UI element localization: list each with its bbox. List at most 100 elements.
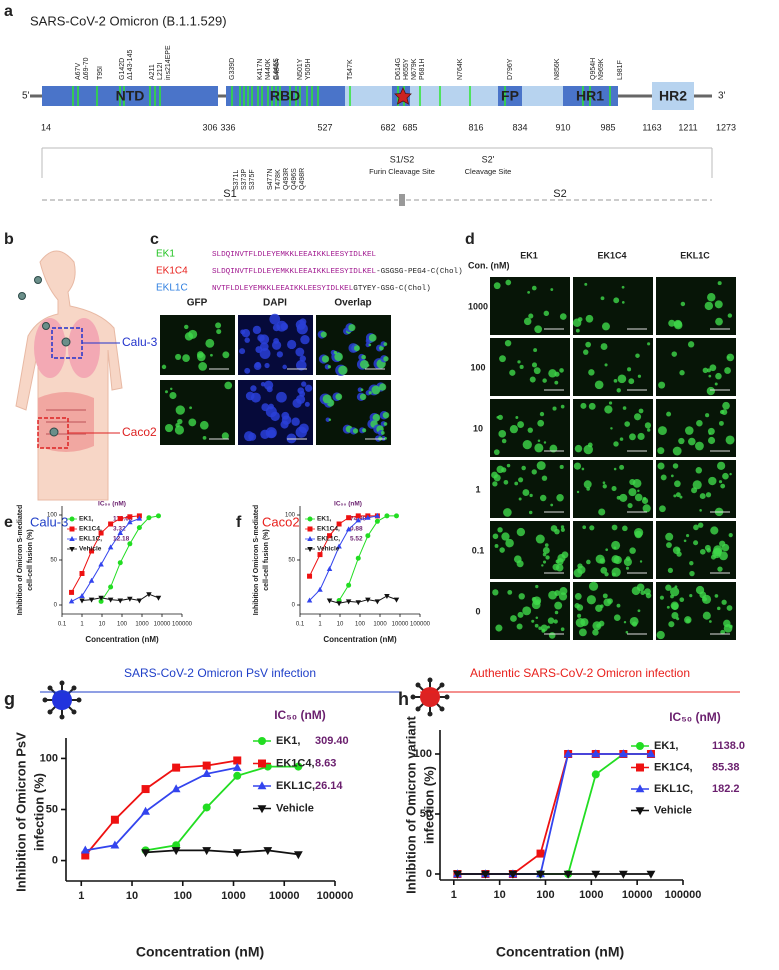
mutation-label: Δ143-145 — [127, 50, 134, 80]
nucleus — [265, 406, 277, 418]
cell — [674, 480, 681, 488]
cell — [687, 341, 695, 348]
y-axis-label: cell-cell fusion (%) — [27, 529, 34, 590]
cell — [188, 418, 197, 427]
cell — [335, 393, 343, 401]
data-point — [127, 596, 133, 602]
cell — [382, 411, 390, 419]
legend-label: EK1C4, — [654, 761, 693, 773]
cell — [673, 320, 683, 330]
cell — [622, 406, 627, 410]
cell — [696, 419, 703, 427]
cell — [379, 383, 387, 391]
mutation-label: E484A — [274, 59, 281, 80]
legend-label: Vehicle — [79, 546, 102, 553]
x-tick-label: 1 — [318, 622, 322, 628]
cell — [371, 385, 381, 395]
cell — [580, 402, 587, 409]
sequence: SLDQINVTFLDLEYEMKKLEEAIKKLEESYIDLKEL — [212, 251, 376, 259]
cell — [175, 405, 185, 415]
cell — [644, 422, 652, 429]
cell — [516, 623, 523, 630]
peptide-sequence: SLDQINVTFLDLEYEMKKLEEAIKKLEESYIDLKEL — [212, 251, 376, 259]
position-label: 1211 — [678, 122, 697, 132]
cell — [199, 420, 209, 430]
mutation-label: N501Y — [297, 58, 304, 80]
cell — [666, 411, 672, 417]
cell — [685, 426, 694, 435]
data-point — [591, 749, 601, 758]
cell — [718, 420, 724, 426]
cell — [491, 471, 498, 479]
cell — [161, 364, 167, 370]
panel-label: f — [236, 514, 242, 531]
x-axis-label: Concentration (nM) — [85, 635, 159, 644]
cell — [686, 534, 690, 538]
data-point — [141, 849, 150, 858]
cell — [582, 525, 587, 530]
cell — [598, 508, 606, 516]
cell — [493, 282, 501, 290]
data-point — [98, 598, 104, 604]
y-axis-label: Inhibition of Omicron S-mediated — [17, 505, 24, 615]
cell — [542, 560, 547, 564]
nucleus — [276, 320, 288, 332]
cell — [333, 350, 338, 355]
position-label: 336 — [220, 122, 235, 132]
cell — [533, 367, 541, 375]
y-tick-label: 0 — [426, 868, 432, 880]
mutation-label: N764K — [457, 58, 464, 80]
cell — [718, 480, 723, 484]
nucleus — [263, 380, 274, 390]
x-tick-label: 100 — [174, 890, 192, 902]
nucleus — [252, 325, 262, 335]
mutation-label: T478K — [275, 169, 282, 190]
x-tick-label: 1000 — [135, 622, 149, 628]
cell — [545, 555, 550, 560]
position-label: 306 — [202, 122, 217, 132]
cell — [674, 585, 678, 589]
data-point — [355, 517, 362, 523]
cell — [708, 476, 717, 486]
cell — [586, 559, 591, 565]
x-tick-label: 100000 — [172, 622, 193, 628]
data-point — [117, 598, 124, 604]
cell — [517, 611, 524, 618]
legend-marker — [635, 784, 645, 793]
cell — [542, 378, 547, 383]
cell — [531, 285, 537, 291]
cell — [539, 411, 545, 417]
cell — [670, 587, 680, 597]
cell — [573, 462, 582, 470]
body-illustration — [15, 250, 123, 501]
data-point — [393, 513, 399, 519]
cell — [368, 334, 377, 342]
position-label: 1163 — [642, 122, 661, 132]
cell — [523, 317, 532, 326]
nucleus — [280, 420, 289, 429]
cell — [633, 527, 644, 538]
cell — [672, 463, 679, 469]
panel-label: h — [398, 689, 409, 709]
cell — [657, 462, 665, 470]
nucleus — [299, 355, 306, 362]
cell — [322, 394, 332, 404]
legend-label: EK1C4, — [317, 526, 340, 533]
ic50-value: 119.68 — [113, 516, 133, 523]
cell — [372, 413, 381, 422]
cell — [637, 374, 642, 378]
mutation-label: K417N — [257, 59, 264, 80]
data-point — [384, 594, 390, 599]
panel-label: e — [4, 514, 13, 531]
domain — [498, 86, 522, 106]
mutation-label: H655Y — [403, 58, 410, 80]
cell — [706, 368, 711, 373]
cell — [657, 426, 667, 436]
data-point — [98, 530, 104, 536]
nucleus — [264, 362, 270, 369]
legend-label: EKL1C, — [276, 780, 315, 792]
position-label: 834 — [512, 122, 527, 132]
chart-title: Authentic SARS-CoV-2 Omicron infection — [470, 666, 690, 680]
cell — [529, 493, 533, 498]
cell — [676, 547, 681, 552]
